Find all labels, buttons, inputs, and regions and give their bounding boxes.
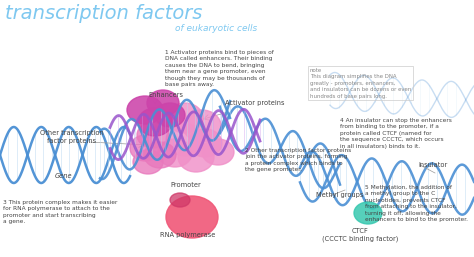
Text: 3 This protein complex makes it easier
for RNA polymerase to attach to the
promo: 3 This protein complex makes it easier f… [3, 200, 118, 224]
Text: 2 Other transcription factor proteins
join the activator proteins, forming
a pro: 2 Other transcription factor proteins jo… [245, 148, 351, 172]
Ellipse shape [127, 96, 163, 124]
Text: Insulator: Insulator [418, 162, 447, 168]
Text: 1 Activator proteins bind to pieces of
DNA called enhancers. Their binding
cause: 1 Activator proteins bind to pieces of D… [165, 50, 274, 87]
Ellipse shape [202, 139, 234, 165]
Text: Methyl groups: Methyl groups [316, 192, 364, 198]
Ellipse shape [178, 142, 214, 172]
Text: Other transcription
factor proteins: Other transcription factor proteins [40, 130, 104, 143]
Text: transcription factors: transcription factors [5, 4, 202, 23]
Ellipse shape [133, 150, 163, 174]
Ellipse shape [138, 108, 172, 136]
Text: Gene: Gene [55, 173, 73, 179]
Ellipse shape [354, 202, 382, 224]
Ellipse shape [166, 124, 204, 156]
Ellipse shape [188, 129, 222, 157]
Ellipse shape [167, 103, 203, 133]
Text: RNA polymerase: RNA polymerase [160, 232, 215, 238]
Ellipse shape [130, 135, 160, 161]
Text: Promoter: Promoter [170, 182, 201, 188]
Text: 5 Methylation, the addition of
a methyl group to the C
nucleotides, prevents CTC: 5 Methylation, the addition of a methyl … [365, 185, 468, 222]
Text: note
This diagram simplifies the DNA
greatly - promoters, enhancers,
and insulat: note This diagram simplifies the DNA gre… [310, 68, 411, 99]
Text: 4 An insulator can stop the enhancers
from binding to the promoter, if a
protein: 4 An insulator can stop the enhancers fr… [340, 118, 452, 149]
Ellipse shape [158, 139, 192, 167]
Text: Activator proteins: Activator proteins [225, 100, 284, 106]
Text: of eukaryotic cells: of eukaryotic cells [175, 24, 257, 33]
Ellipse shape [170, 193, 190, 207]
Ellipse shape [166, 196, 218, 238]
Ellipse shape [137, 122, 169, 148]
Ellipse shape [183, 110, 221, 142]
Text: Enhancers: Enhancers [148, 92, 183, 98]
Text: CTCF
(CCCTC binding factor): CTCF (CCCTC binding factor) [322, 228, 398, 242]
Ellipse shape [144, 142, 176, 168]
Ellipse shape [147, 90, 179, 116]
Ellipse shape [155, 103, 185, 127]
